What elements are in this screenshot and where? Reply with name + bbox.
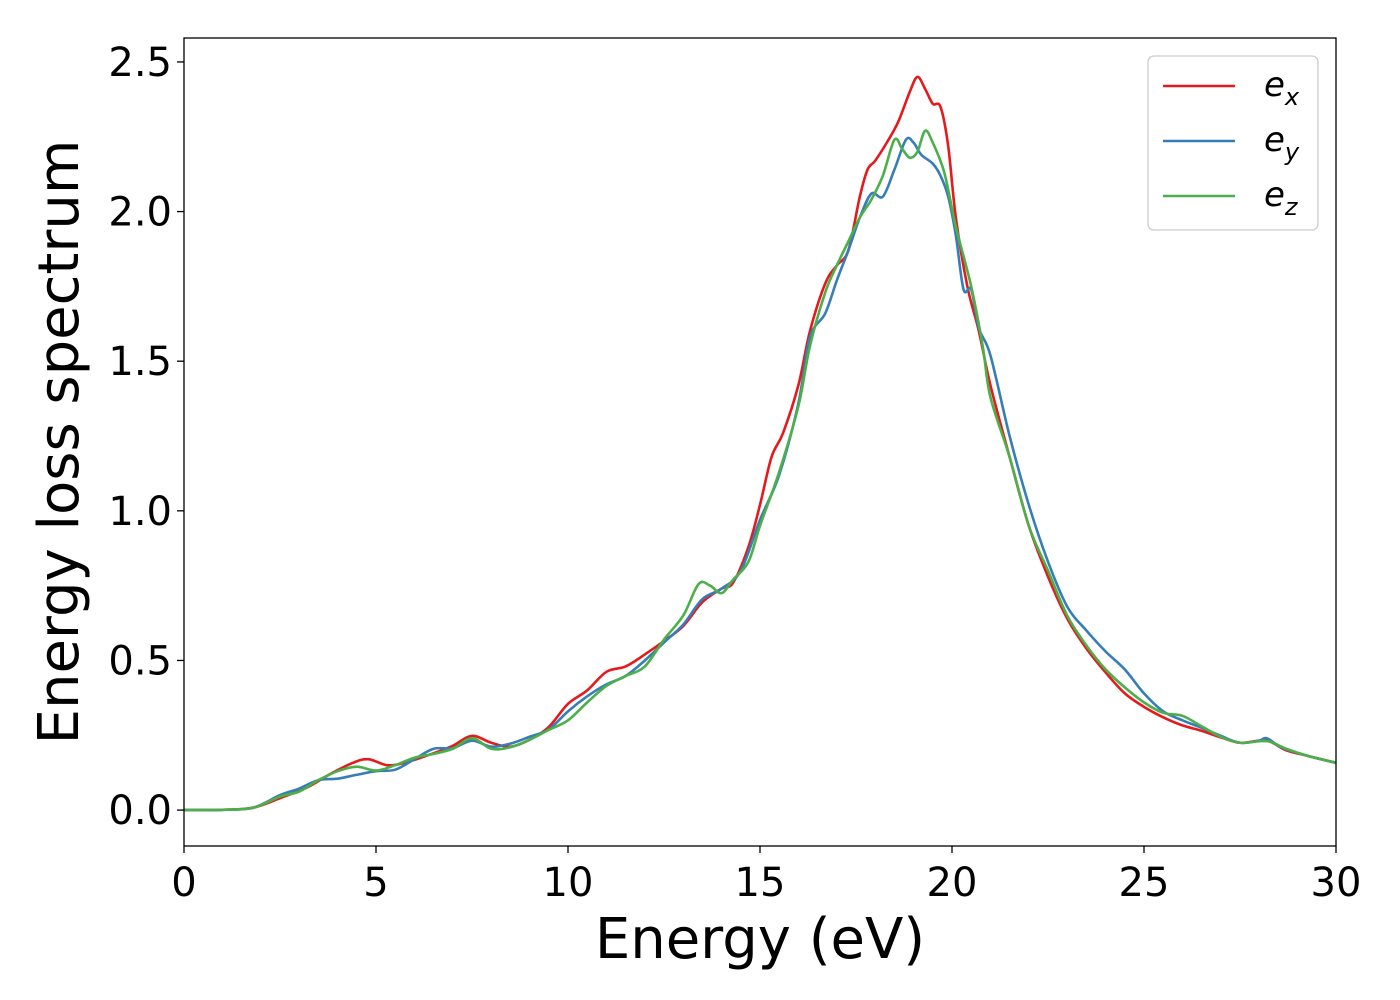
legend-label-subscript: y (1284, 138, 1300, 166)
x-tick-label: 30 (1311, 860, 1362, 906)
legend-label-ey: ey (1264, 120, 1300, 166)
legend-label-base: e (1264, 175, 1285, 215)
y-tick-label: 2.0 (108, 190, 172, 236)
series-line-ez (183, 129, 1337, 812)
plot-area-background (184, 38, 1336, 846)
x-tick-label: 15 (735, 860, 786, 906)
series-line-ey (183, 136, 1337, 812)
legend-label-ez: ez (1264, 175, 1299, 221)
x-tick-label: 10 (543, 860, 594, 906)
legend-label-ex: ex (1264, 65, 1300, 111)
legend-label-subscript: z (1284, 193, 1299, 221)
x-tick-label: 25 (1119, 860, 1170, 906)
y-axis-title: Energy loss spectrum (27, 140, 92, 745)
x-tick-label: 0 (171, 860, 196, 906)
x-tick-label: 20 (927, 860, 978, 906)
legend-label-base: e (1264, 65, 1285, 105)
y-axis: 0.0 0.5 1.0 1.5 2.0 2.5 (108, 40, 184, 834)
x-axis-title: Energy (eV) (595, 907, 925, 972)
y-tick-label: 0.5 (108, 638, 172, 684)
x-axis: 0 5 10 15 20 25 30 (171, 846, 1361, 906)
series-lines (183, 75, 1337, 812)
x-tick-label: 5 (363, 860, 388, 906)
legend-box (1147, 55, 1319, 231)
y-tick-label: 1.5 (108, 339, 172, 385)
y-tick-label: 0.0 (108, 788, 172, 834)
y-tick-label: 1.0 (108, 489, 172, 535)
y-tick-label: 2.5 (108, 40, 172, 86)
legend-label-base: e (1264, 120, 1285, 160)
legend-label-subscript: x (1284, 83, 1300, 111)
